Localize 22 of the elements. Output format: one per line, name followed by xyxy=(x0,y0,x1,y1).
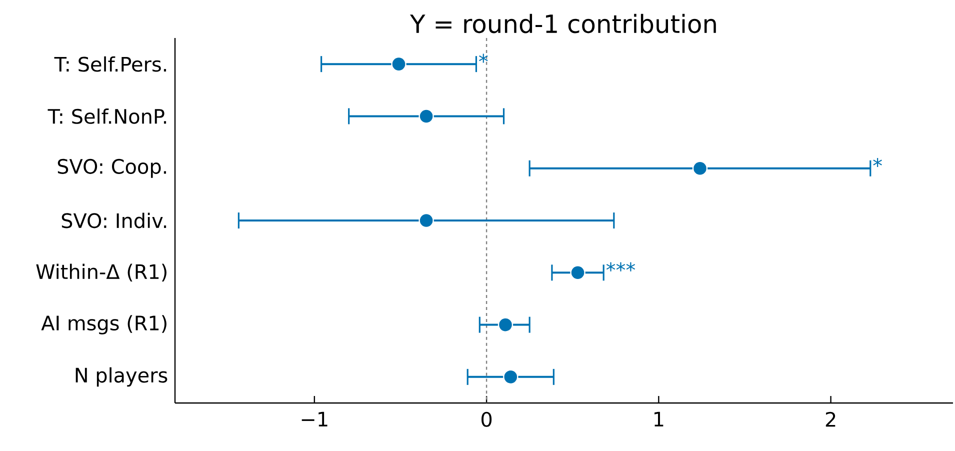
x-tick-label: −1 xyxy=(302,412,328,426)
y-tick-label: Within-Δ (R1) xyxy=(36,264,166,282)
y-tick-label: T: Self.Pers. xyxy=(54,56,166,72)
annotation: * xyxy=(479,54,488,63)
y-tick-label: SVO: Indiv. xyxy=(62,212,166,228)
point xyxy=(503,369,518,385)
y-tick-label: SVO: Coop. xyxy=(58,158,166,178)
x-tick-label: 2 xyxy=(826,412,836,427)
y-tick-label: N players xyxy=(76,367,168,387)
x-tick-label: 0 xyxy=(482,412,492,427)
point xyxy=(418,108,434,124)
annotation: * xyxy=(873,158,882,168)
point xyxy=(391,56,406,72)
chart-title: Y = round-1 contribution xyxy=(410,14,716,34)
annotation: *** xyxy=(606,262,636,272)
point xyxy=(692,160,708,176)
y-tick-label: AI msgs (R1) xyxy=(41,315,166,334)
y-tick-label: T: Self.NonP. xyxy=(48,108,166,124)
point xyxy=(418,212,434,228)
point xyxy=(570,265,586,280)
point xyxy=(498,317,514,332)
x-tick-label: 1 xyxy=(654,412,664,426)
